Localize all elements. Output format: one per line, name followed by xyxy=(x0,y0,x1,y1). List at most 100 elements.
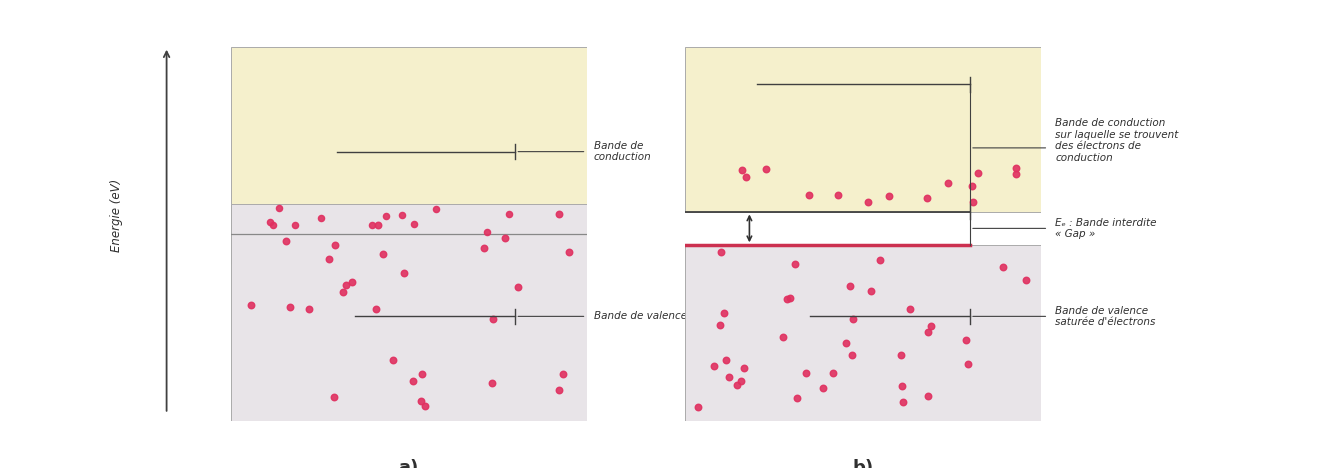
Point xyxy=(341,278,362,285)
Point xyxy=(335,282,356,289)
Point xyxy=(393,269,414,277)
Point xyxy=(709,322,730,329)
Text: Bande de
conduction: Bande de conduction xyxy=(593,141,651,162)
Bar xyxy=(231,47,587,264)
Point xyxy=(870,256,891,264)
Text: Bande de valence
saturée d'électrons: Bande de valence saturée d'électrons xyxy=(1056,306,1156,327)
Point xyxy=(958,360,979,367)
Point xyxy=(822,369,844,377)
Point xyxy=(962,198,983,205)
Point xyxy=(891,351,912,359)
Point xyxy=(730,377,751,385)
Point xyxy=(828,191,849,199)
Point xyxy=(731,167,753,174)
Point xyxy=(473,245,494,252)
Point xyxy=(365,305,386,313)
Bar xyxy=(685,245,1041,421)
Point xyxy=(402,377,423,384)
Point xyxy=(1015,276,1036,284)
Point xyxy=(836,339,857,346)
Point xyxy=(269,205,290,212)
Text: b): b) xyxy=(853,459,874,468)
Point xyxy=(279,304,301,311)
Point xyxy=(891,382,912,389)
Point xyxy=(548,386,569,394)
Point xyxy=(755,166,776,173)
Point xyxy=(368,221,389,228)
Point xyxy=(779,294,800,301)
Point xyxy=(411,371,432,378)
Point xyxy=(787,394,808,402)
Point xyxy=(323,393,344,401)
Point xyxy=(477,228,498,236)
Point xyxy=(716,356,737,364)
Point xyxy=(498,211,519,218)
Point xyxy=(735,173,757,181)
Point xyxy=(507,284,529,291)
Point xyxy=(842,315,863,323)
Point xyxy=(878,192,899,200)
Point xyxy=(373,250,394,257)
Point xyxy=(776,295,797,303)
Point xyxy=(900,306,921,313)
Point xyxy=(726,381,747,388)
Point xyxy=(799,191,820,198)
Point xyxy=(548,210,569,218)
Point xyxy=(857,198,878,206)
Point xyxy=(240,301,261,308)
Point xyxy=(718,373,739,381)
Point xyxy=(702,362,724,370)
Point xyxy=(796,370,817,377)
Point xyxy=(415,402,436,410)
Point xyxy=(687,403,708,411)
Point xyxy=(482,380,503,387)
Point xyxy=(391,212,413,219)
Point xyxy=(403,221,424,228)
Text: a): a) xyxy=(398,459,419,468)
Point xyxy=(812,385,833,392)
Point xyxy=(260,218,281,226)
Point xyxy=(285,221,306,229)
Text: Energie (eV): Energie (eV) xyxy=(111,179,124,252)
Point xyxy=(842,351,863,358)
Point xyxy=(552,371,573,378)
Point xyxy=(275,237,297,244)
Point xyxy=(1006,170,1027,177)
Point xyxy=(332,288,353,295)
Bar xyxy=(685,47,1041,212)
Point xyxy=(917,328,938,336)
Point xyxy=(494,234,515,242)
Point xyxy=(324,241,345,249)
Point xyxy=(426,205,447,212)
Point xyxy=(917,392,938,400)
Point xyxy=(916,195,937,202)
Point xyxy=(772,333,793,341)
Point xyxy=(361,221,382,228)
Point xyxy=(962,183,983,190)
Point xyxy=(710,248,731,256)
Point xyxy=(262,221,283,229)
Point xyxy=(482,315,503,323)
Point xyxy=(892,399,913,406)
Text: Bande de conduction
sur laquelle se trouvent
des électrons de
conduction: Bande de conduction sur laquelle se trou… xyxy=(1056,118,1178,163)
Point xyxy=(992,263,1014,271)
Point xyxy=(310,214,331,221)
Point xyxy=(411,397,432,405)
Point xyxy=(840,283,861,290)
Point xyxy=(299,305,320,312)
Point xyxy=(786,260,807,267)
Point xyxy=(956,336,977,344)
Point xyxy=(713,309,734,317)
Point xyxy=(967,169,988,176)
Point xyxy=(559,248,580,256)
Text: Bande de valence: Bande de valence xyxy=(593,311,687,322)
Point xyxy=(734,364,755,372)
Point xyxy=(861,287,882,294)
Point xyxy=(937,179,958,187)
Text: Eₑ : Bande interdite
« Gap »: Eₑ : Bande interdite « Gap » xyxy=(1056,218,1157,239)
Point xyxy=(920,323,941,330)
Point xyxy=(319,255,340,263)
Point xyxy=(382,357,403,364)
Bar xyxy=(231,204,587,421)
Point xyxy=(376,212,397,220)
